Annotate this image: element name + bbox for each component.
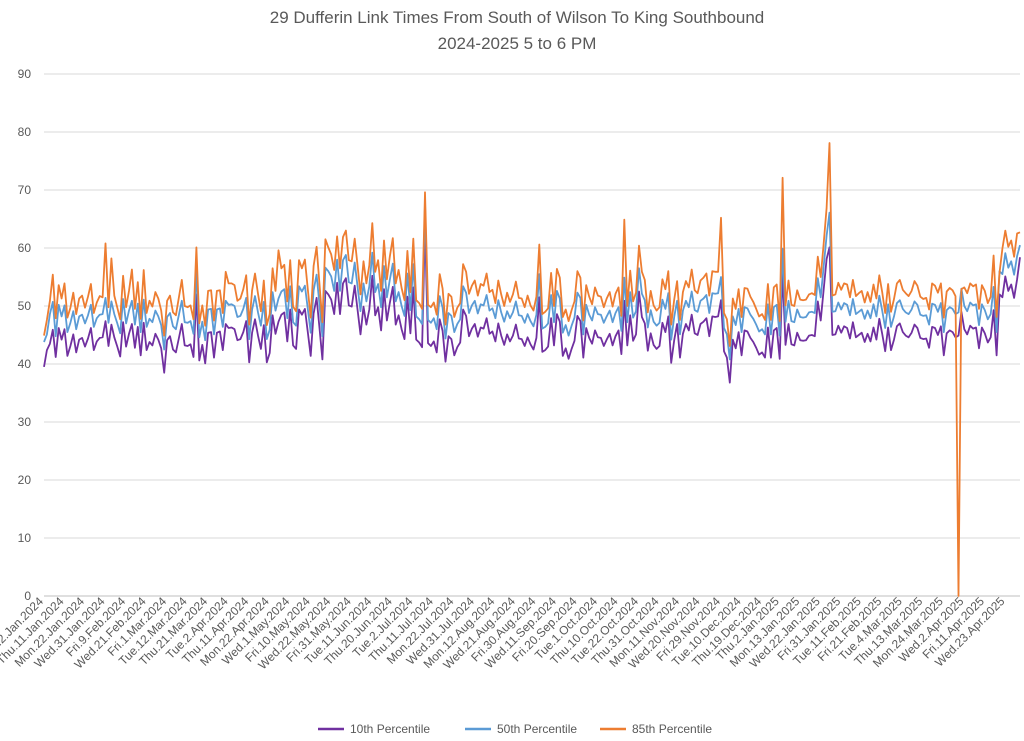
y-tick-label: 60 [18,241,32,255]
y-tick-label: 70 [18,183,32,197]
chart-subtitle: 2024-2025 5 to 6 PM [438,34,597,53]
legend-entry: 10th Percentile [350,722,430,736]
y-tick-label: 10 [18,531,32,545]
series-lines [43,142,1021,597]
legend: 10th Percentile 50th Percentile 85th Perce… [318,722,712,736]
y-tick-label: 30 [18,415,32,429]
series-line-85th-percentile [43,142,1021,597]
y-axis-ticks: 0 10 20 30 40 50 60 70 80 90 [18,67,32,603]
chart-title: 29 Dufferin Link Times From South of Wil… [270,8,765,27]
y-tick-label: 90 [18,67,32,81]
series-line-50th-percentile [43,201,1021,361]
y-tick-label: 40 [18,357,32,371]
y-tick-label: 0 [24,589,31,603]
y-tick-label: 50 [18,299,32,313]
y-tick-label: 20 [18,473,32,487]
gridlines [44,73,1020,597]
legend-entry: 50th Percentile [497,722,577,736]
y-tick-label: 80 [18,125,32,139]
legend-entry: 85th Percentile [632,722,712,736]
x-axis-ticks: Tue.2.Jan.2024Thu.11.Jan.2024Mon.22.Jan.… [0,594,1008,672]
series-line-10th-percentile [43,225,1021,384]
